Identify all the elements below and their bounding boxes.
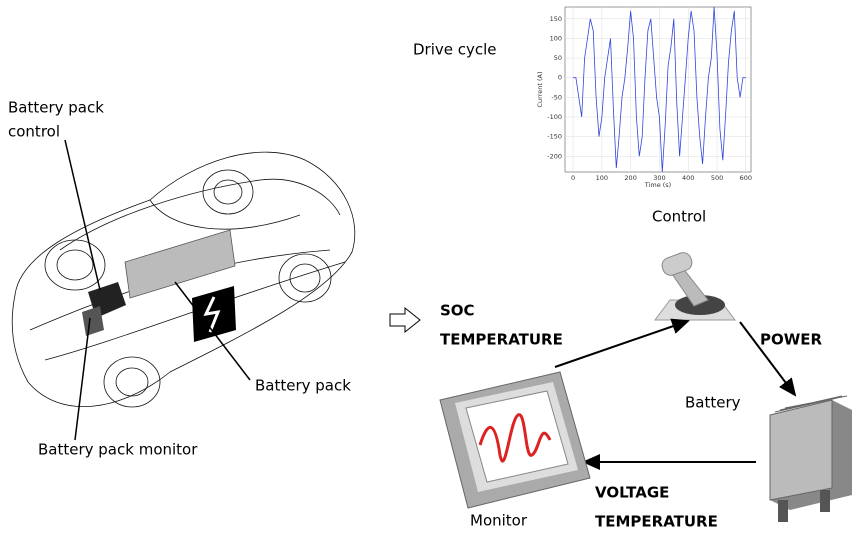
x-tick-label: 400 — [682, 174, 694, 182]
label: Battery pack — [8, 99, 104, 117]
monitor — [439, 371, 591, 509]
battery-stack — [769, 395, 852, 522]
label: POWER — [760, 331, 823, 349]
x-tick-label: 300 — [653, 174, 665, 182]
joystick — [654, 252, 736, 321]
label: Control — [652, 208, 706, 226]
x-tick-label: 100 — [596, 174, 608, 182]
label: Drive cycle — [413, 41, 497, 59]
y-tick-label: 50 — [554, 54, 562, 62]
label: VOLTAGE — [595, 484, 669, 502]
y-tick-label: -150 — [547, 133, 562, 141]
label: SOC — [440, 302, 475, 320]
label: Battery pack monitor — [38, 441, 198, 459]
y-tick-label: -50 — [551, 93, 562, 101]
y-tick-label: -200 — [547, 152, 562, 160]
arrow — [739, 321, 797, 397]
x-tick-label: 500 — [711, 174, 723, 182]
label: Battery — [685, 394, 741, 412]
y-tick-label: 100 — [550, 34, 562, 42]
arrow — [554, 318, 690, 368]
y-tick-label: 150 — [550, 15, 562, 23]
label: TEMPERATURE — [595, 513, 718, 531]
plot-area — [564, 6, 752, 173]
y-tick-label: -100 — [547, 113, 562, 121]
y-axis-label: Current (A) — [536, 72, 544, 108]
label: control — [8, 123, 60, 141]
label: Monitor — [470, 512, 528, 530]
y-tick-label: 0 — [558, 74, 562, 82]
label: Battery pack — [255, 377, 351, 395]
series-line — [573, 6, 746, 173]
car-drawing — [11, 139, 356, 441]
label: TEMPERATURE — [440, 331, 563, 349]
hollow-arrow — [389, 306, 421, 334]
x-axis-label: Time (s) — [644, 181, 671, 189]
x-tick-label: 200 — [624, 174, 636, 182]
x-tick-label: 0 — [571, 174, 575, 182]
x-tick-label: 600 — [740, 174, 752, 182]
